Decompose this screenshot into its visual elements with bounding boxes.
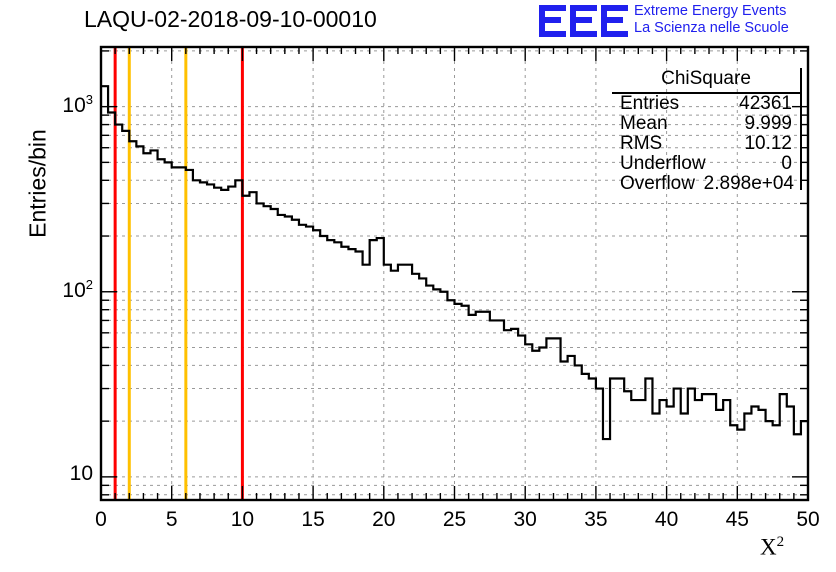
x-tick-label: 10 xyxy=(230,508,255,531)
y-tick-label: 103 xyxy=(27,92,93,118)
axis-ticks xyxy=(100,47,809,500)
eee-logo-mark xyxy=(539,5,628,37)
stats-row-value: 42361 xyxy=(739,93,792,114)
x-tick-label: 40 xyxy=(654,508,679,531)
x-tick-label: 50 xyxy=(796,508,820,531)
eee-logo: Extreme Energy Events La Scienza nelle S… xyxy=(538,2,834,42)
x-tick-label: 35 xyxy=(584,508,608,531)
stats-row-value: 2.898e+04 xyxy=(703,173,794,194)
stats-row-value: 9.999 xyxy=(744,113,792,134)
x-tick-label: 30 xyxy=(513,508,537,531)
plot-frame xyxy=(99,45,810,502)
stats-row: Overflow 2.898e+04 xyxy=(612,174,800,194)
x-axis-title-exponent: 2 xyxy=(776,534,785,550)
y-tick-label: 102 xyxy=(27,277,93,303)
x-tick-label: 0 xyxy=(95,508,107,531)
stats-row-key: Entries xyxy=(620,93,680,114)
stats-row-value: 0 xyxy=(781,153,792,174)
x-axis-title-base: X xyxy=(760,534,777,560)
stats-row: Underflow 0 xyxy=(612,154,800,174)
y-tick-base: 10 xyxy=(62,278,86,302)
eee-tagline-2: La Scienza nelle Scuole xyxy=(634,20,789,36)
x-tick-label: 15 xyxy=(301,508,325,531)
stats-row-key: Mean xyxy=(620,113,668,134)
stats-row: Mean 9.999 xyxy=(612,114,800,134)
x-tick-label: 25 xyxy=(442,508,467,531)
stats-row-key: Overflow xyxy=(620,173,695,194)
y-tick-exponent: 2 xyxy=(85,276,93,292)
y-tick-base: 10 xyxy=(62,93,86,117)
stats-row-value: 10.12 xyxy=(744,133,792,154)
stats-row: Entries 42361 xyxy=(612,94,800,114)
histogram-steps xyxy=(101,85,808,441)
histogram-trace xyxy=(101,85,808,441)
stats-box: ChiSquare Entries 42361 Mean 9.999 RMS 10.12 U… xyxy=(612,68,802,194)
x-tick-label: 20 xyxy=(372,508,396,531)
eee-tagline-1: Extreme Energy Events xyxy=(634,3,787,19)
eee-logo-text: Extreme Energy Events La Scienza nelle S… xyxy=(634,3,834,37)
stats-row: RMS 10.12 xyxy=(612,134,800,154)
x-tick-label: 45 xyxy=(725,508,749,531)
page-title: LAQU-02-2018-09-10-00010 xyxy=(84,6,377,32)
y-tick-base: 10 xyxy=(69,461,93,485)
stats-row-key: Underflow xyxy=(620,153,706,174)
y-tick-exponent: 3 xyxy=(85,91,93,107)
stats-box-title: ChiSquare xyxy=(612,68,800,94)
x-tick-label: 5 xyxy=(165,508,178,531)
stats-row-key: RMS xyxy=(620,133,663,154)
x-axis-title: X2 xyxy=(760,534,784,561)
y-tick-label: 10 xyxy=(27,462,93,486)
